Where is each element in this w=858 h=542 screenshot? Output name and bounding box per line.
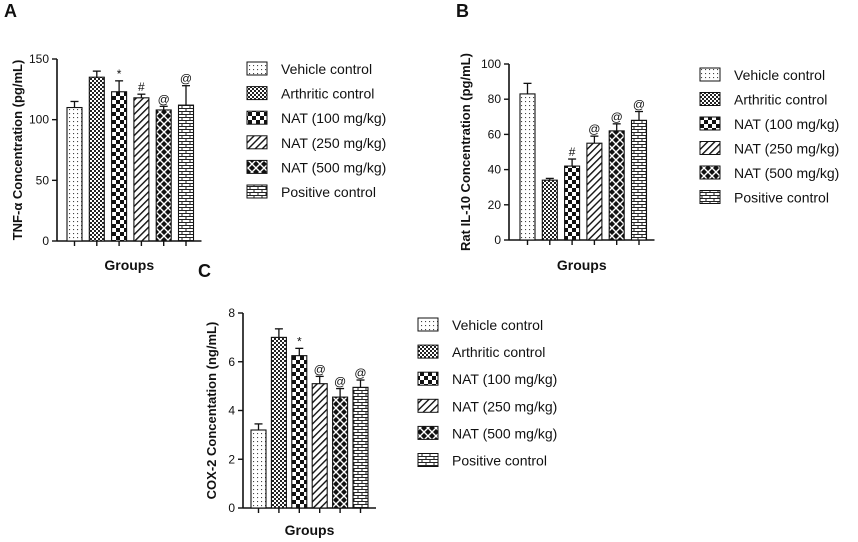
legend-label: NAT (100 mg/kg) [734,116,839,132]
panel-label-a: A [4,1,17,21]
significance-mark: * [297,334,302,348]
bar [66,106,83,242]
legend-swatch [246,135,268,150]
bar [519,93,536,241]
legend-swatch [417,398,439,413]
x-axis-label: Groups [285,522,335,538]
legend-swatch [417,317,439,332]
bar [608,130,625,241]
legend-label: Vehicle control [452,317,543,333]
legend-a: Vehicle control Arthritic control NAT (100… [246,61,386,200]
x-axis-label: Groups [104,257,154,273]
bar [133,97,150,242]
legend-swatch [417,371,439,386]
x-axis-label: Groups [557,257,607,273]
bar [564,165,581,241]
y-tick-label: 6 [228,355,235,369]
legend-label: Positive control [452,453,547,469]
y-tick-label: 100 [481,57,501,71]
legend-swatch [246,61,268,76]
significance-mark: @ [633,98,645,112]
y-tick-label: 50 [36,173,50,187]
y-tick-label: 40 [488,163,502,177]
legend-swatch [246,184,268,199]
bar [541,179,558,241]
legend-swatch [699,190,721,204]
bar [177,104,195,242]
significance-mark: @ [611,110,623,124]
legend-swatch [417,344,439,359]
y-tick-label: 150 [29,52,49,66]
y-tick-label: 0 [42,234,49,248]
y-axis-label: COX-2 Concentation (ng/mL) [204,322,219,500]
legend-swatch [699,116,721,131]
legend-swatch [699,141,721,155]
legend-c: Vehicle control Arthritic control NAT (100… [417,317,557,469]
y-tick-label: 8 [228,306,235,320]
chart-c: 0 2 4 6 8 * @ @ @ COX-2 Concentation (ng/mL) Group… [204,306,376,538]
bar [250,429,267,509]
bar [630,119,648,241]
bar [291,355,308,509]
legend-label: Positive control [734,190,829,206]
y-tick-label: 80 [488,92,502,106]
legend-b: Vehicle control Arthritic control NAT (100… [699,67,839,206]
significance-mark: * [117,67,122,81]
legend-label: Arthritic control [452,344,545,360]
bar [270,336,287,509]
legend-swatch [699,92,721,106]
legend-label: Arthritic control [281,86,374,102]
panel-label-c: C [198,261,211,281]
y-axis-label: Rat IL-10 Concentration (pg/mL) [458,53,473,251]
significance-mark: @ [158,92,170,106]
y-tick-label: 20 [488,198,502,212]
legend-label: NAT (500 mg/kg) [281,159,386,175]
legend-swatch [246,86,268,101]
bar [88,76,105,242]
legend-label: Vehicle control [734,67,825,83]
legend-swatch [246,110,268,125]
significance-mark: # [569,145,576,159]
legend-label: Vehicle control [281,61,372,77]
y-tick-label: 60 [488,127,502,141]
legend-swatch [417,453,439,467]
chart-b: 0 20 40 60 80 100 # @ @ @ Rat IL-10 Concentration … [458,53,655,273]
significance-mark: # [138,80,145,94]
bar [586,142,603,241]
legend-label: Arthritic control [734,92,827,108]
significance-mark: @ [180,72,192,86]
significance-mark: @ [588,122,600,136]
panel-label-b: B [456,1,469,21]
legend-swatch [699,67,721,82]
y-tick-label: 2 [228,452,235,466]
y-tick-label: 0 [228,501,235,515]
legend-label: NAT (250 mg/kg) [452,398,557,414]
legend-label: NAT (100 mg/kg) [281,110,386,126]
significance-mark: @ [334,375,346,389]
bar [352,386,369,509]
legend-label: NAT (250 mg/kg) [281,135,386,151]
legend-swatch [699,165,721,180]
legend-label: Positive control [281,184,376,200]
y-tick-label: 100 [29,113,49,127]
significance-mark: @ [314,362,326,376]
bar [311,383,328,509]
legend-label: NAT (500 mg/kg) [734,165,839,181]
legend-swatch [417,425,439,440]
bar [332,396,349,509]
y-tick-label: 4 [228,404,235,418]
y-axis-label: TNF-α Concentration (pg/mL) [10,60,25,241]
significance-mark: @ [354,366,366,380]
bar [155,109,172,242]
legend-swatch [246,159,268,174]
y-tick-label: 0 [494,233,501,247]
legend-label: NAT (250 mg/kg) [734,141,839,157]
bar [111,91,128,242]
legend-label: NAT (500 mg/kg) [452,425,557,441]
chart-a: 0 50 100 150 * # @ @ TNF-α Concentration (pg/mL)… [10,52,202,273]
legend-label: NAT (100 mg/kg) [452,371,557,387]
